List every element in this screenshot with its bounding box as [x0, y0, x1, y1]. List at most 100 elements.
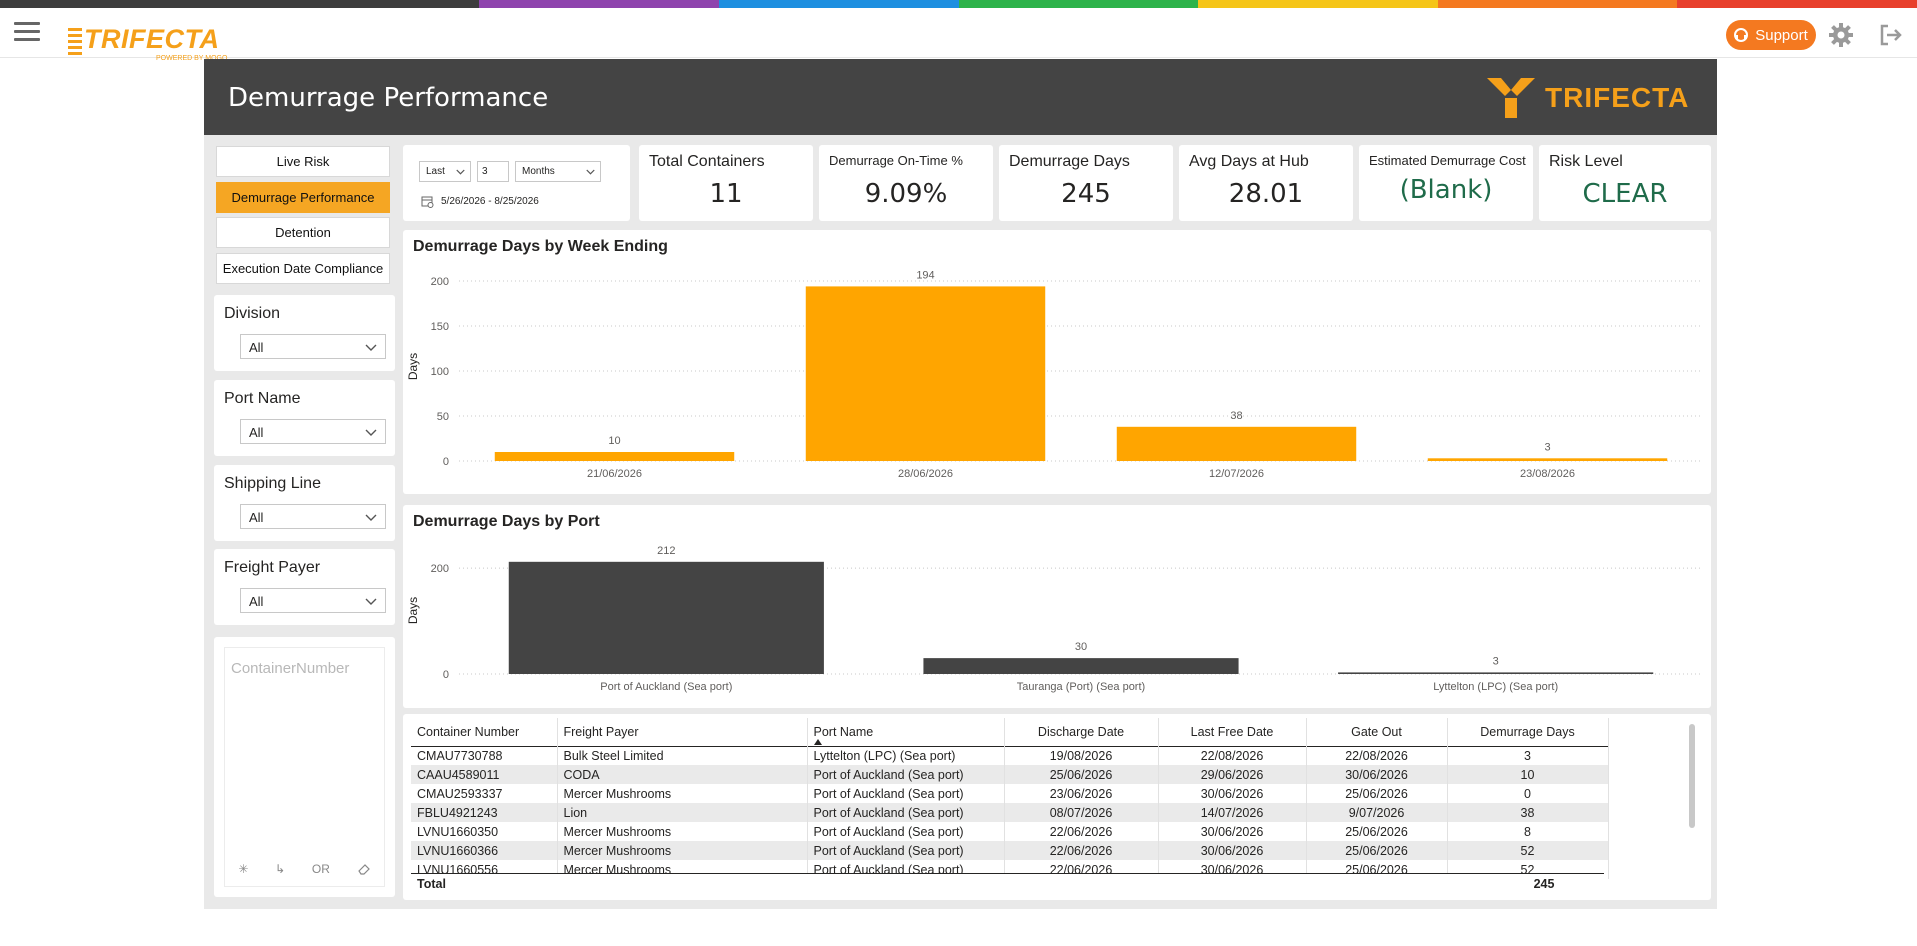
bar[interactable] [923, 658, 1239, 674]
kpi-label: Risk Level [1549, 153, 1623, 170]
col-header[interactable]: Last Free Date [1158, 718, 1307, 746]
bar[interactable] [508, 561, 824, 674]
table-row[interactable]: LVNU1660366 Mercer Mushrooms Port of Auckl… [411, 841, 1609, 860]
y-tick-label: 100 [431, 366, 449, 378]
kpi-demurrage-days: Demurrage Days 245 [999, 145, 1173, 221]
x-tick-label: 28/06/2026 [898, 468, 953, 480]
or-toggle[interactable]: OR [311, 862, 330, 876]
color-strip-segment [479, 0, 719, 8]
table-row[interactable]: CAAU4589011 CODA Port of Auckland (Sea por… [411, 765, 1609, 784]
hamburger-menu-icon[interactable] [14, 22, 40, 44]
bar[interactable] [494, 452, 735, 461]
kpi-total-containers: Total Containers 11 [639, 145, 813, 221]
x-tick-label: Lyttelton (LPC) (Sea port) [1433, 681, 1558, 693]
data-label: 3 [1544, 441, 1550, 453]
port-name-dropdown[interactable]: All [240, 419, 386, 444]
slicer-title: Port Name [224, 390, 301, 407]
dropdown-value: All [249, 594, 264, 609]
table-body: CMAU7730788 Bulk Steel Limited Lyttelton (… [411, 746, 1609, 879]
report-logo: TRIFECTA [1487, 76, 1699, 120]
col-header[interactable]: Container Number [411, 718, 558, 746]
table-row[interactable]: CMAU7730788 Bulk Steel Limited Lyttelton (… [411, 746, 1609, 765]
container-search-card: ContainerNumber ✳ ↳ OR [214, 637, 395, 897]
y-tick-label: 0 [443, 456, 449, 468]
table-cell: 14/07/2026 [1158, 803, 1307, 822]
table-cell: Port of Auckland (Sea port) [807, 841, 1005, 860]
table-cell: 22/06/2026 [1004, 822, 1159, 841]
gear-icon[interactable] [1828, 22, 1854, 48]
total-label: Total [417, 877, 446, 891]
dropdown-value: All [249, 425, 264, 440]
kpi-value: 28.01 [1228, 179, 1304, 209]
kpi-value: (Blank) [1399, 175, 1493, 205]
division-dropdown[interactable]: All [240, 334, 386, 359]
nav-detention[interactable]: Detention [216, 217, 390, 248]
table-cell: 38 [1447, 803, 1609, 822]
col-header[interactable]: Freight Payer [557, 718, 808, 746]
nav-label: Detention [275, 225, 331, 240]
eraser-icon[interactable] [357, 862, 371, 876]
port-name-slicer: Port Name All [214, 380, 395, 456]
date-mode-value: Last [426, 166, 445, 177]
date-count-input[interactable]: 3 [477, 161, 509, 182]
date-mode-select[interactable]: Last [419, 161, 471, 182]
chevron-down-icon [365, 429, 377, 436]
app-logo[interactable]: TRIFECTA POWERED BY MOGO [68, 18, 243, 62]
table-row[interactable]: CMAU2593337 Mercer Mushrooms Port of Auckl… [411, 784, 1609, 803]
support-button[interactable]: Support [1726, 20, 1816, 50]
date-unit-select[interactable]: Months [515, 161, 601, 182]
chevron-down-icon [365, 514, 377, 521]
enter-arrow-icon[interactable]: ↳ [275, 862, 286, 876]
table-row[interactable]: LVNU1660350 Mercer Mushrooms Port of Auckl… [411, 822, 1609, 841]
freight-payer-dropdown[interactable]: All [240, 588, 386, 613]
table-row[interactable]: FBLU4921243 Lion Port of Auckland (Sea por… [411, 803, 1609, 822]
table-cell: 25/06/2026 [1306, 784, 1448, 803]
table-cell: Mercer Mushrooms [557, 784, 808, 803]
table-scrollbar[interactable] [1689, 724, 1695, 828]
date-range-text: 5/26/2026 - 8/25/2026 [441, 196, 539, 207]
nav-label: Demurrage Performance [231, 190, 375, 205]
y-tick-label: 0 [443, 669, 449, 681]
nav-demurrage-performance[interactable]: Demurrage Performance [216, 182, 390, 213]
container-search-box[interactable]: ContainerNumber ✳ ↳ OR [224, 647, 385, 887]
chart-title: Demurrage Days by Week Ending [413, 238, 668, 255]
nav-live-risk[interactable]: Live Risk [216, 146, 390, 177]
headset-icon [1734, 28, 1749, 42]
brand-name: TRIFECTA [84, 24, 220, 54]
y-tick-label: 200 [431, 276, 449, 288]
y-tick-label: 150 [431, 321, 449, 333]
kpi-estimated-demurrage-cost: Estimated Demurrage Cost (Blank) [1359, 145, 1533, 221]
col-header[interactable]: Gate Out [1306, 718, 1448, 746]
table-cell: 08/07/2026 [1004, 803, 1159, 822]
table-cell: Lyttelton (LPC) (Sea port) [807, 746, 1005, 765]
bar[interactable] [1338, 672, 1654, 674]
kpi-label: Estimated Demurrage Cost [1369, 153, 1526, 168]
kpi-label: Demurrage Days [1009, 153, 1130, 170]
asterisk-icon[interactable]: ✳ [238, 862, 249, 876]
table-cell: Lion [557, 803, 808, 822]
logout-icon[interactable] [1878, 22, 1904, 48]
col-header[interactable]: Demurrage Days [1447, 718, 1609, 746]
kpi-value: 9.09% [864, 179, 948, 209]
bar[interactable] [1116, 426, 1357, 461]
table-cell: 30/06/2026 [1158, 784, 1307, 803]
y-tick-label: 200 [431, 563, 449, 575]
table-cell: FBLU4921243 [411, 803, 558, 822]
chevron-down-icon [365, 598, 377, 605]
bar[interactable] [805, 286, 1046, 461]
shipping-line-dropdown[interactable]: All [240, 504, 386, 529]
table-cell: 0 [1447, 784, 1609, 803]
nav-execution-date-compliance[interactable]: Execution Date Compliance [216, 253, 390, 284]
bar[interactable] [1427, 458, 1668, 461]
calendar-icon[interactable] [421, 195, 434, 208]
total-value: 245 [1533, 877, 1555, 891]
col-header[interactable]: Discharge Date [1004, 718, 1159, 746]
data-label: 30 [1075, 641, 1087, 653]
table-cell: 22/06/2026 [1004, 841, 1159, 860]
col-header-port-name[interactable]: Port Name [807, 718, 1005, 746]
table-cell: 10 [1447, 765, 1609, 784]
support-label: Support [1755, 26, 1808, 44]
slicer-title: Shipping Line [224, 475, 321, 492]
table-cell: Port of Auckland (Sea port) [807, 803, 1005, 822]
y-tick-label: 50 [437, 411, 449, 423]
